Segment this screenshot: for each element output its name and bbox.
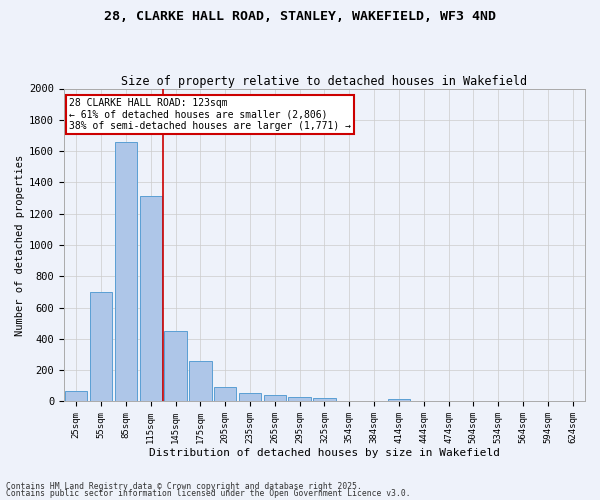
Bar [388,398,410,402]
Bar [90,292,112,402]
Y-axis label: Number of detached properties: Number of detached properties [15,154,25,336]
Text: 28, CLARKE HALL ROAD, STANLEY, WAKEFIELD, WF3 4ND: 28, CLARKE HALL ROAD, STANLEY, WAKEFIELD… [104,10,496,23]
Bar [289,397,311,402]
Bar [115,142,137,402]
Bar [164,331,187,402]
Bar [239,393,261,402]
Bar [140,196,162,402]
Text: Contains HM Land Registry data © Crown copyright and database right 2025.: Contains HM Land Registry data © Crown c… [6,482,362,491]
Bar [65,391,88,402]
Bar [313,398,335,402]
Title: Size of property relative to detached houses in Wakefield: Size of property relative to detached ho… [121,76,527,88]
Text: Contains public sector information licensed under the Open Government Licence v3: Contains public sector information licen… [6,489,410,498]
Text: 28 CLARKE HALL ROAD: 123sqm
← 61% of detached houses are smaller (2,806)
38% of : 28 CLARKE HALL ROAD: 123sqm ← 61% of det… [69,98,351,131]
Bar [189,362,212,402]
Bar [263,395,286,402]
X-axis label: Distribution of detached houses by size in Wakefield: Distribution of detached houses by size … [149,448,500,458]
Bar [214,388,236,402]
